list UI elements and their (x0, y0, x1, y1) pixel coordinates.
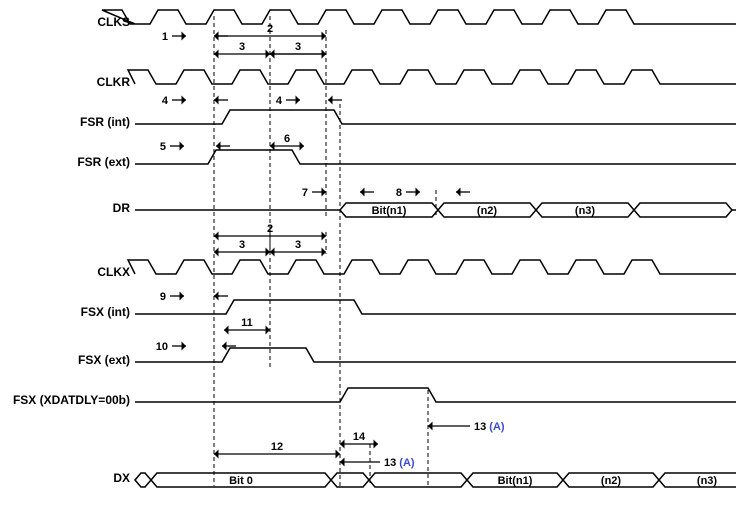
fsx_int (135, 300, 736, 314)
dim-14: 14 (353, 431, 366, 443)
dim-2: 2 (267, 223, 273, 235)
dr-cell: (n3) (575, 205, 596, 217)
dim-3: 3 (295, 41, 301, 53)
dim-13: 13 (A) (384, 457, 415, 469)
fsx_xd-label: FSX (XDATDLY=00b) (13, 393, 130, 407)
dim-3: 3 (239, 41, 245, 53)
fsr_int-label: FSR (int) (80, 115, 130, 129)
dim-8: 8 (396, 187, 402, 199)
dx-cell: Bit(n1) (498, 475, 533, 487)
fsr_int (135, 110, 736, 124)
dr-cell: Bit(n1) (372, 205, 407, 217)
dim-13: 13 (A) (474, 421, 505, 433)
fsx_xd (135, 388, 736, 402)
fsx_ext-label: FSX (ext) (78, 353, 130, 367)
fsx_ext (135, 348, 736, 362)
dim-1: 1 (162, 31, 168, 43)
dx-cell: (n3) (697, 475, 718, 487)
clkx (128, 260, 736, 274)
dim-6: 6 (284, 133, 290, 145)
dx-cell: Bit 0 (229, 475, 253, 487)
timing-diagram: CLKS CLKR FSR (int) FSR (ext) DR Bit(n1) (n2) (… (0, 0, 736, 512)
clks (102, 10, 736, 24)
fsr_ext (135, 150, 736, 164)
clkx-label: CLKX (97, 265, 130, 279)
dim-4: 4 (276, 95, 283, 107)
dr-label: DR (113, 201, 131, 215)
dim-7: 7 (302, 187, 308, 199)
clks-label: CLKS (97, 15, 130, 29)
dim-10: 10 (156, 341, 168, 353)
dx-cell: (n2) (601, 475, 622, 487)
dim-2: 2 (267, 23, 273, 35)
dim-9: 9 (160, 291, 166, 303)
fsx_int-label: FSX (int) (81, 305, 130, 319)
dim-12: 12 (271, 441, 283, 453)
dx-label: DX (113, 471, 130, 485)
dim-4: 4 (162, 95, 169, 107)
clkr (128, 70, 736, 84)
dim-5: 5 (160, 141, 166, 153)
fsr_ext-label: FSR (ext) (77, 155, 130, 169)
dim-3: 3 (239, 239, 245, 251)
dim-3: 3 (295, 239, 301, 251)
dim-11: 11 (241, 317, 253, 329)
clkr-label: CLKR (97, 75, 131, 89)
dr-cell: (n2) (477, 205, 498, 217)
